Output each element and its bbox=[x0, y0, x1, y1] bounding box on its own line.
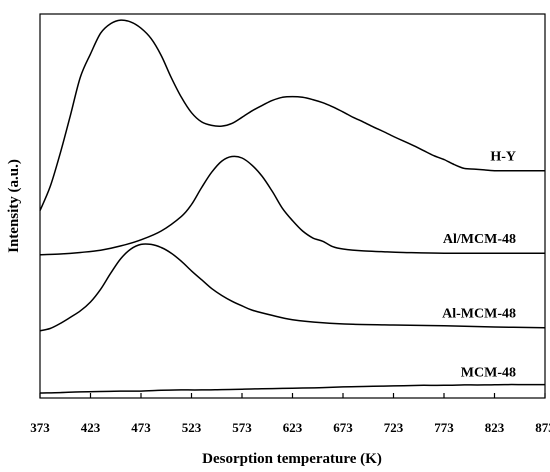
x-tick-label: 623 bbox=[283, 420, 303, 435]
series-curves bbox=[39, 19, 546, 394]
x-tick-label: 473 bbox=[131, 420, 151, 435]
series-label-al-mcm-48: Al-MCM-48 bbox=[442, 307, 516, 322]
x-tick-label: 823 bbox=[485, 420, 505, 435]
plot-frame bbox=[39, 13, 546, 399]
x-axis-ticks: 373 423 473 523 573 623 673 723 773 823 873 bbox=[30, 393, 550, 435]
series-line-mcm-48 bbox=[39, 383, 545, 394]
x-tick-label: 773 bbox=[434, 420, 454, 435]
x-tick-label: 673 bbox=[333, 420, 353, 435]
x-tick-label: 723 bbox=[384, 420, 404, 435]
x-tick-label: 873 bbox=[535, 420, 550, 435]
x-axis-title: Desorption temperature (K) bbox=[202, 451, 382, 467]
x-tick-label: 423 bbox=[81, 420, 101, 435]
y-axis-title: Intensity (a.u.) bbox=[6, 159, 22, 253]
x-tick-label: 523 bbox=[182, 420, 202, 435]
series-labels: H-Y Al/MCM-48 Al-MCM-48 MCM-48 bbox=[442, 150, 516, 381]
series-line-h-y bbox=[39, 19, 546, 211]
x-tick-label: 573 bbox=[232, 420, 252, 435]
series-line-al-mcm-48 bbox=[39, 155, 545, 256]
series-line-al-mcm-48 bbox=[39, 243, 546, 332]
x-tick-label: 373 bbox=[30, 420, 50, 435]
series-label-al-mcm-48: Al/MCM-48 bbox=[443, 232, 516, 247]
series-label-h-y: H-Y bbox=[490, 150, 516, 165]
series-label-mcm-48: MCM-48 bbox=[461, 366, 516, 381]
